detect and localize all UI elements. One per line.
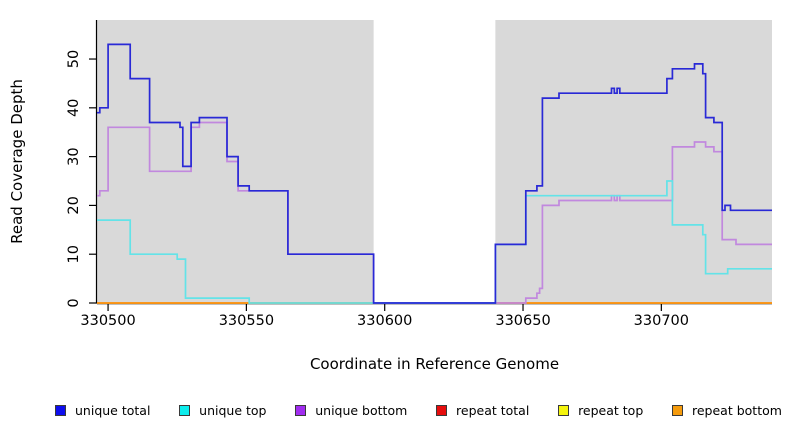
y-tick-label: 30: [66, 147, 82, 165]
y-axis-title: Read Coverage Depth: [8, 79, 26, 244]
y-tick-label: 10: [66, 245, 82, 263]
legend-swatch-unique-top: [179, 404, 191, 416]
legend-label: repeat top: [578, 402, 644, 418]
legend-item-repeat-top: repeat top: [558, 403, 643, 418]
legend-item-unique-top: unique top: [179, 403, 266, 418]
x-tick-label: 330650: [495, 313, 550, 329]
legend-item-unique-total: unique total: [55, 403, 150, 418]
legend-swatch-unique-total: [55, 404, 66, 416]
y-tick-label: 40: [66, 99, 82, 117]
plot-svg: 330500 330550 330600 330650 330700 0 10 20 30 40 5…: [8, 20, 772, 373]
y-tick-label: 50: [66, 50, 82, 68]
no-data-band: [373, 20, 496, 303]
legend-label: unique top: [199, 402, 267, 418]
legend-item-unique-bottom: unique bottom: [295, 403, 407, 418]
x-tick-label: 330700: [634, 313, 689, 329]
coverage-chart: 330500 330550 330600 330650 330700 0 10 20 30 40 5…: [8, 20, 772, 373]
y-tick-label: 0: [66, 298, 82, 307]
x-tick-label: 330500: [80, 313, 135, 329]
y-tick-label: 20: [66, 196, 82, 214]
legend-swatch-repeat-bottom: [672, 404, 683, 416]
legend-swatch-unique-bottom: [295, 404, 307, 416]
x-tick-label: 330600: [357, 313, 412, 329]
legend-swatch-repeat-top: [558, 404, 570, 416]
legend-label: unique total: [75, 402, 151, 418]
legend-label: repeat bottom: [692, 402, 782, 418]
legend-item-repeat-bottom: repeat bottom: [672, 403, 782, 418]
legend: unique total unique top unique bottom repea…: [55, 399, 782, 421]
series-line-unique-bottom: [97, 121, 772, 304]
x-axis-title: Coordinate in Reference Genome: [310, 355, 559, 373]
legend-item-repeat-total: repeat total: [436, 403, 529, 418]
series-line-unique-total: [97, 43, 772, 304]
x-tick-label: 330550: [219, 313, 274, 329]
legend-label: unique bottom: [315, 402, 408, 418]
legend-label: repeat total: [456, 402, 530, 418]
legend-swatch-repeat-total: [436, 404, 448, 416]
